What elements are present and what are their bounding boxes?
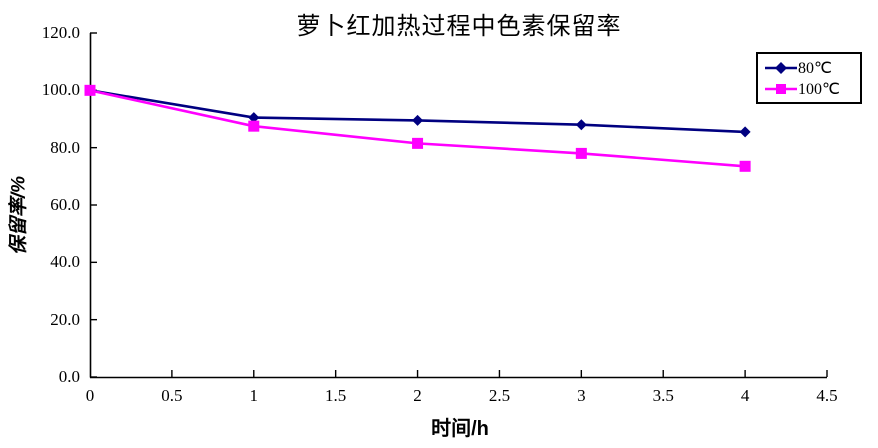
y-axis-title: 保留率/% [8,175,30,256]
legend-item-100c: 100℃ [764,78,856,99]
y-tick-20.0: 20.0 [50,309,80,329]
x-tick-1: 1 [249,386,259,405]
x-tick-0.5: 0.5 [161,386,183,405]
legend-label-80c: 80℃ [798,59,832,77]
x-tick-4.5: 4.5 [816,386,838,405]
square-marker-icon [765,83,797,94]
y-tick-120.0: 120.0 [41,23,80,42]
y-tick-0.0: 0.0 [58,367,80,386]
y-tick-100.0: 100.0 [41,80,80,100]
x-tick-1.5: 1.5 [325,386,347,405]
legend-label-100c: 100℃ [798,80,840,98]
x-tick-4: 4 [740,386,750,405]
x-tick-0: 0 [85,386,95,405]
x-tick-3.5: 3.5 [652,386,674,405]
legend-item-80c: 80℃ [764,57,856,78]
x-axis-title: 时间/h [431,418,489,440]
legend: 80℃ 100℃ [756,52,862,104]
y-tick-40.0: 40.0 [50,252,80,272]
y-tick-80.0: 80.0 [50,137,80,157]
diamond-marker-icon [765,61,797,74]
chart-title: 萝卜红加热过程中色素保留率 [296,13,622,40]
x-tick-2: 2 [413,386,422,405]
x-tick-3: 3 [577,386,586,405]
y-tick-60.0: 60.0 [50,195,80,214]
x-tick-2.5: 2.5 [488,386,511,405]
